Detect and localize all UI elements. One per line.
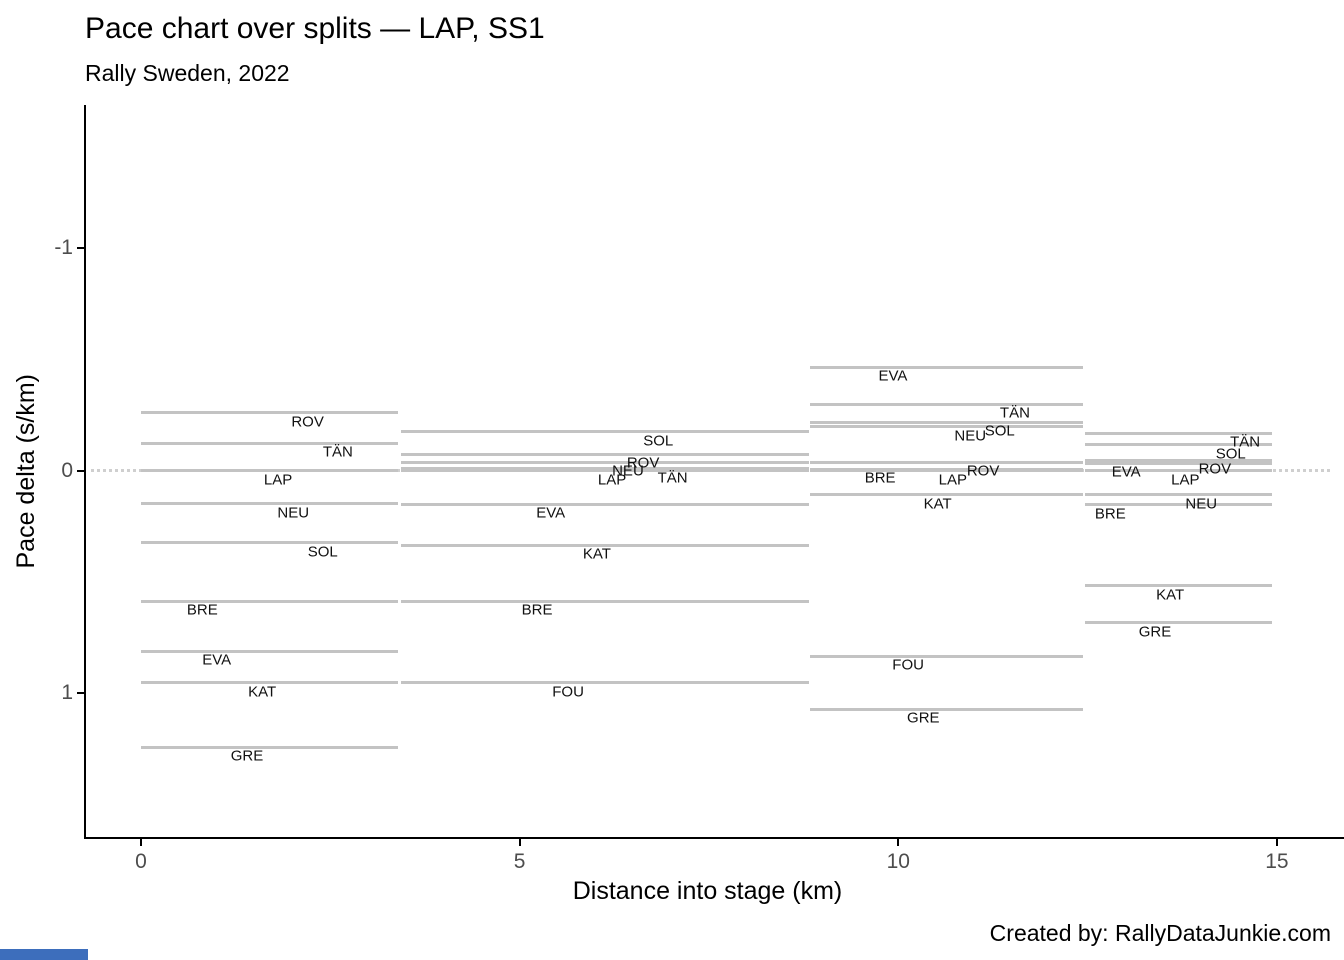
x-tick-label: 0 bbox=[135, 850, 147, 873]
driver-label-lap: LAP bbox=[263, 471, 293, 488]
pace-line-tan bbox=[141, 441, 399, 445]
driver-label-kat: KAT bbox=[923, 495, 952, 513]
pace-line-eva bbox=[141, 649, 399, 653]
pace-line-gre bbox=[810, 707, 1084, 711]
driver-label-rov: ROV bbox=[966, 462, 1000, 480]
pace-line-bre bbox=[810, 467, 1084, 471]
driver-label-fou: FOU bbox=[892, 656, 924, 674]
driver-label-lap: LAP bbox=[597, 471, 627, 488]
driver-label-tan: TÄN bbox=[999, 404, 1030, 422]
driver-label-bre: BRE bbox=[1094, 505, 1126, 523]
pace-line-tan bbox=[400, 467, 809, 471]
x-axis-line bbox=[84, 837, 1344, 839]
x-tick-mark bbox=[518, 839, 521, 846]
driver-label-bre: BRE bbox=[186, 601, 218, 619]
x-tick-mark bbox=[140, 839, 142, 846]
pace-line-kat bbox=[141, 681, 399, 685]
driver-label-rov: ROV bbox=[291, 413, 324, 431]
pace-line-eva bbox=[1084, 461, 1273, 465]
y-tick-label: 1 bbox=[61, 681, 73, 704]
driver-label-fou: FOU bbox=[552, 683, 584, 701]
driver-label-neu: NEU bbox=[954, 427, 987, 445]
pace-line-fou bbox=[810, 654, 1084, 658]
pace-line-neu bbox=[810, 425, 1084, 429]
pace-line-bre bbox=[1084, 503, 1273, 507]
pace-line-sol bbox=[141, 541, 399, 545]
driver-label-rov: ROV bbox=[1198, 460, 1232, 478]
pace-line-lap bbox=[141, 469, 399, 472]
pace-line-neu bbox=[141, 502, 399, 506]
y-axis-line bbox=[84, 105, 86, 838]
driver-label-kat: KAT bbox=[582, 545, 611, 563]
driver-label-sol: SOL bbox=[1215, 445, 1246, 463]
y-tick-label: 0 bbox=[61, 458, 73, 482]
driver-label-gre: GRE bbox=[907, 709, 940, 727]
pace-line-eva bbox=[810, 365, 1084, 369]
driver-label-bre: BRE bbox=[864, 469, 896, 487]
pace-line-bre bbox=[141, 599, 399, 603]
pace-line-sol bbox=[810, 420, 1084, 424]
pace-line-rov bbox=[1084, 458, 1273, 462]
driver-label-neu: NEU bbox=[612, 462, 644, 480]
driver-label-lap: LAP bbox=[938, 471, 967, 488]
driver-label-kat: KAT bbox=[1156, 586, 1185, 604]
pace-line-gre bbox=[141, 745, 399, 749]
y-tick-mark bbox=[77, 247, 84, 249]
pace-line-kat bbox=[1084, 584, 1273, 588]
pace-line-rov bbox=[141, 411, 399, 415]
driver-label-tan: TÄN bbox=[1230, 433, 1261, 451]
driver-label-sol: SOL bbox=[643, 432, 674, 450]
x-axis-title: Distance into stage (km) bbox=[572, 877, 843, 905]
pace-line-eva bbox=[400, 502, 809, 506]
driver-label-tan: TÄN bbox=[657, 469, 688, 487]
footer-accent-bar bbox=[0, 949, 88, 960]
chart-subtitle: Rally Sweden, 2022 bbox=[85, 60, 290, 86]
driver-label-eva: EVA bbox=[878, 367, 908, 385]
chart-title: Pace chart over splits — LAP, SS1 bbox=[85, 12, 545, 45]
x-tick-label: 5 bbox=[513, 850, 526, 873]
pace-line-fou bbox=[400, 681, 809, 685]
driver-label-sol: SOL bbox=[984, 422, 1015, 440]
driver-label-gre: GRE bbox=[230, 747, 264, 765]
pace-line-tan bbox=[1084, 431, 1273, 435]
driver-label-sol: SOL bbox=[307, 543, 338, 561]
pace-line-neu bbox=[1084, 493, 1273, 497]
driver-label-eva: EVA bbox=[1111, 463, 1141, 481]
driver-label-tan: TÄN bbox=[322, 443, 353, 461]
x-tick-label: 10 bbox=[886, 850, 910, 873]
driver-label-rov: ROV bbox=[626, 454, 660, 472]
driver-label-lap: LAP bbox=[1171, 471, 1200, 488]
driver-label-gre: GRE bbox=[1138, 623, 1172, 641]
pace-line-kat bbox=[810, 493, 1084, 497]
x-tick-label: 15 bbox=[1265, 850, 1289, 873]
pace-line-tan bbox=[810, 402, 1084, 406]
y-tick-mark bbox=[77, 692, 84, 694]
driver-label-bre: BRE bbox=[521, 601, 553, 619]
driver-label-neu: NEU bbox=[1185, 495, 1218, 513]
pace-line-sol bbox=[400, 430, 809, 434]
pace-line-kat bbox=[400, 543, 809, 547]
driver-label-eva: EVA bbox=[202, 651, 232, 669]
driver-label-eva: EVA bbox=[536, 504, 566, 522]
pace-line-neu bbox=[400, 460, 809, 464]
driver-label-neu: NEU bbox=[277, 504, 310, 522]
pace-line-lap bbox=[1084, 469, 1273, 472]
credit-text: Created by: RallyDataJunkie.com bbox=[989, 920, 1331, 946]
pace-line-lap bbox=[400, 469, 809, 472]
pace-line-bre bbox=[400, 599, 809, 603]
pace-line-sol bbox=[1084, 443, 1273, 447]
x-tick-mark bbox=[897, 839, 900, 846]
driver-label-kat: KAT bbox=[248, 683, 277, 701]
pace-line-gre bbox=[1084, 621, 1273, 625]
y-tick-label: -1 bbox=[54, 236, 73, 259]
pace-line-rov bbox=[400, 452, 809, 456]
pace-line-rov bbox=[810, 460, 1084, 464]
y-tick-mark bbox=[77, 469, 84, 472]
x-tick-mark bbox=[1275, 839, 1278, 846]
